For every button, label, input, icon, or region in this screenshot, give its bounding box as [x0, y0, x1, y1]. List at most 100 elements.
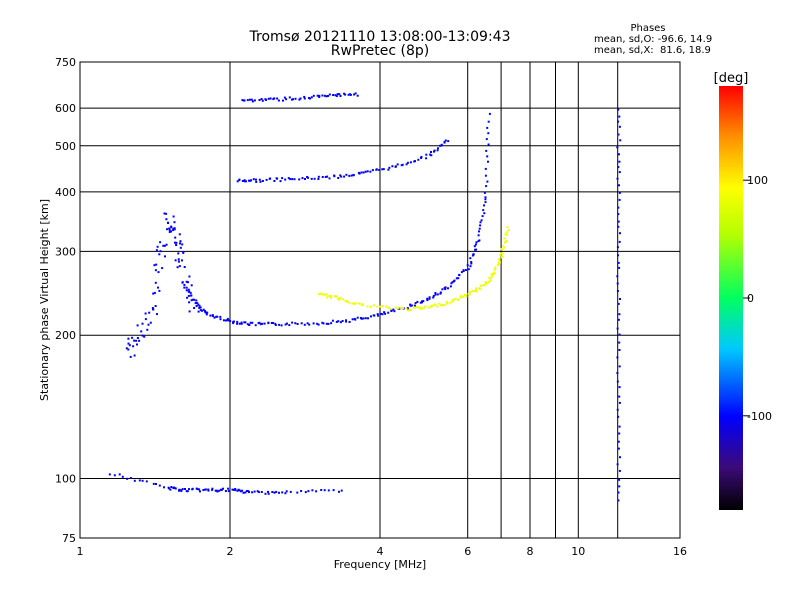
data-point	[108, 473, 111, 476]
data-point	[298, 178, 301, 181]
data-point	[318, 94, 321, 97]
data-point	[381, 305, 384, 308]
data-point	[434, 292, 437, 294]
data-point	[133, 479, 136, 482]
data-point	[225, 319, 228, 322]
data-point	[486, 155, 489, 158]
data-point	[498, 260, 501, 263]
data-point	[328, 177, 331, 180]
data-point	[358, 302, 361, 305]
data-point	[276, 177, 279, 180]
data-point	[248, 179, 250, 182]
data-point	[451, 281, 454, 284]
data-point	[438, 302, 441, 305]
data-point	[231, 488, 234, 491]
colorbar-ticks: 100 0 -100	[743, 174, 772, 423]
data-point	[325, 95, 328, 98]
data-point	[477, 234, 480, 237]
data-point	[618, 395, 621, 398]
data-point	[159, 241, 162, 244]
data-point	[427, 306, 430, 309]
data-point	[451, 299, 454, 302]
data-point	[174, 241, 176, 244]
data-point	[243, 321, 246, 324]
data-point	[312, 322, 315, 325]
data-point	[197, 303, 200, 306]
data-point	[410, 304, 413, 307]
data-point	[328, 93, 331, 96]
data-point	[172, 487, 175, 489]
data-point	[244, 491, 247, 494]
data-point	[300, 322, 303, 325]
data-point	[385, 305, 388, 308]
data-point	[323, 489, 326, 492]
data-point	[494, 268, 497, 271]
data-point	[153, 291, 156, 294]
data-point	[173, 221, 176, 224]
data-point	[248, 491, 250, 494]
data-point	[616, 380, 619, 383]
data-point	[390, 309, 393, 312]
data-point	[362, 317, 365, 320]
data-point	[190, 299, 193, 302]
data-point	[246, 99, 249, 102]
data-point	[267, 492, 270, 495]
data-point	[337, 177, 340, 179]
data-point	[616, 290, 619, 292]
data-point	[469, 265, 472, 268]
data-point	[260, 491, 263, 493]
data-point	[158, 484, 161, 487]
data-point	[267, 97, 270, 100]
data-point	[323, 94, 326, 97]
data-point	[273, 180, 276, 182]
data-point	[327, 489, 330, 492]
data-point	[446, 302, 449, 305]
data-point	[241, 180, 244, 182]
data-point	[618, 485, 621, 488]
data-point	[616, 408, 619, 411]
data-point	[191, 488, 194, 491]
data-point	[430, 151, 432, 153]
data-point	[414, 302, 417, 305]
data-point	[482, 284, 485, 287]
data-point	[269, 97, 272, 100]
data-point	[140, 330, 143, 333]
data-point	[133, 354, 136, 357]
data-point	[177, 260, 180, 263]
data-point	[350, 174, 353, 177]
data-point	[285, 98, 288, 101]
data-point	[339, 297, 342, 300]
data-point	[617, 225, 620, 228]
data-point	[331, 319, 334, 322]
data-point	[196, 488, 199, 491]
data-point	[505, 239, 508, 242]
data-point	[475, 289, 478, 292]
y-tick-label: 600	[55, 102, 76, 115]
x-tick-label: 4	[377, 545, 384, 558]
data-point	[618, 333, 621, 336]
data-point	[441, 288, 444, 291]
data-point	[141, 479, 144, 482]
data-point	[617, 220, 620, 223]
data-point	[261, 322, 264, 325]
data-point	[201, 309, 204, 312]
data-point	[144, 312, 147, 315]
data-point	[443, 141, 446, 144]
data-point	[207, 489, 210, 492]
data-point	[414, 160, 416, 163]
data-point	[265, 98, 267, 101]
data-point	[259, 323, 262, 326]
data-point	[388, 166, 391, 169]
data-point	[255, 178, 257, 181]
data-point	[163, 486, 165, 489]
data-point	[434, 303, 437, 306]
data-point	[488, 280, 491, 282]
data-point	[158, 253, 161, 256]
y-tick-label: 750	[55, 56, 76, 69]
data-point	[432, 294, 435, 297]
data-point	[242, 491, 245, 494]
data-point	[136, 343, 138, 346]
data-point	[260, 98, 263, 100]
data-point	[447, 140, 450, 143]
data-point	[186, 490, 189, 493]
